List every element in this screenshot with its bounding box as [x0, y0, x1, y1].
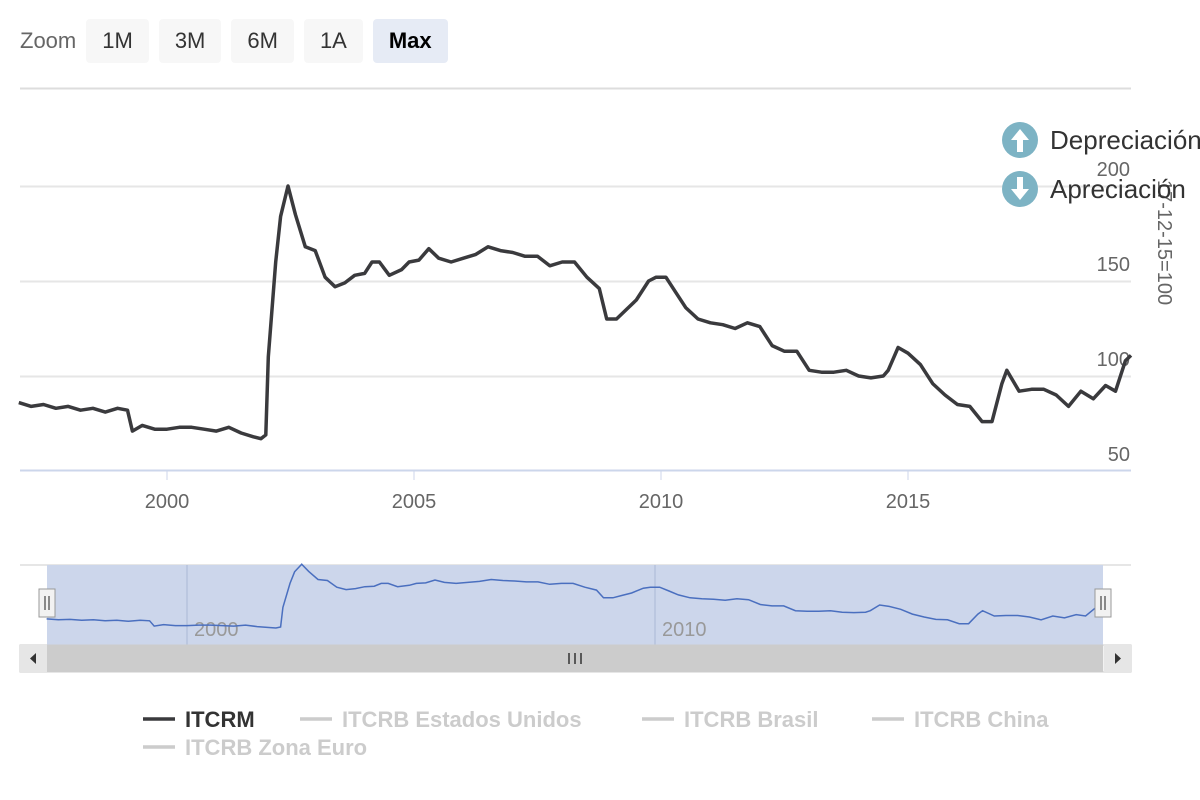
y-tick-label: 50	[1108, 444, 1130, 466]
navigator-label-2000: 2000	[194, 619, 239, 641]
scroll-left-button[interactable]	[20, 645, 47, 672]
annotation-appreciation[interactable]: Apreciación	[1002, 171, 1186, 207]
range-selector: Zoom 1M 3M 6M 1A Max	[20, 19, 458, 63]
legend: ITCRM ITCRB Estados Unidos ITCRB Brasil ITC…	[143, 707, 1049, 760]
y-axis-title: 17-12-15=100	[1153, 180, 1175, 305]
arrow-down-glyph	[1011, 177, 1029, 200]
y-axis: 50 100 150 200	[1097, 159, 1130, 466]
x-tick-label: 2010	[639, 491, 684, 513]
navigator-series-line	[46, 563, 1096, 629]
caret-right-icon	[1115, 653, 1121, 664]
legend-item-5[interactable]: ITCRB Zona Euro	[143, 735, 367, 760]
grid-lines	[20, 185, 1131, 378]
y-tick-label: 150	[1097, 254, 1130, 276]
y-tick-label: 100	[1097, 349, 1130, 371]
legend-item-1[interactable]: ITCRM	[143, 707, 255, 732]
depreciation-label: Depreciación	[1050, 125, 1200, 155]
scroll-right-button[interactable]	[1104, 645, 1131, 672]
x-tick-label: 2005	[392, 491, 437, 513]
navigator: 2000 2010	[19, 563, 1132, 673]
series-line-itcrm[interactable]	[18, 184, 1133, 441]
zoom-6m-button[interactable]: 6M	[231, 19, 294, 63]
zoom-1a-button[interactable]: 1A	[303, 19, 363, 63]
legend-label: ITCRM	[185, 707, 255, 732]
navigator-handle-right[interactable]	[1094, 588, 1112, 618]
y-tick-label: 200	[1097, 159, 1130, 181]
navigator-label-2010: 2010	[662, 619, 707, 641]
zoom-label: Zoom	[20, 28, 77, 53]
navigator-selection[interactable]	[47, 565, 1103, 645]
x-tick-label: 2015	[886, 491, 931, 513]
legend-label: ITCRB Brasil	[684, 707, 818, 732]
zoom-1m-button[interactable]: 1M	[86, 19, 149, 63]
arrow-up-glyph	[1011, 129, 1029, 152]
navigator-handle-left[interactable]	[38, 588, 56, 618]
annotation-depreciation[interactable]: Depreciación	[1002, 122, 1200, 158]
caret-left-icon	[30, 653, 36, 664]
legend-label: ITCRB Estados Unidos	[342, 707, 582, 732]
legend-item-2[interactable]: ITCRB Estados Unidos	[300, 707, 582, 732]
legend-item-3[interactable]: ITCRB Brasil	[642, 707, 818, 732]
x-tick-label: 2000	[145, 491, 190, 513]
legend-label: ITCRB China	[914, 707, 1049, 732]
appreciation-label: Apreciación	[1050, 174, 1186, 204]
grip-lines-icon	[568, 653, 582, 664]
zoom-3m-button[interactable]: 3M	[158, 19, 222, 63]
legend-item-4[interactable]: ITCRB China	[872, 707, 1049, 732]
zoom-max-button[interactable]: Max	[372, 19, 448, 63]
legend-label: ITCRB Zona Euro	[185, 735, 367, 760]
x-axis: 2000 2005 2010 2015	[145, 470, 931, 513]
